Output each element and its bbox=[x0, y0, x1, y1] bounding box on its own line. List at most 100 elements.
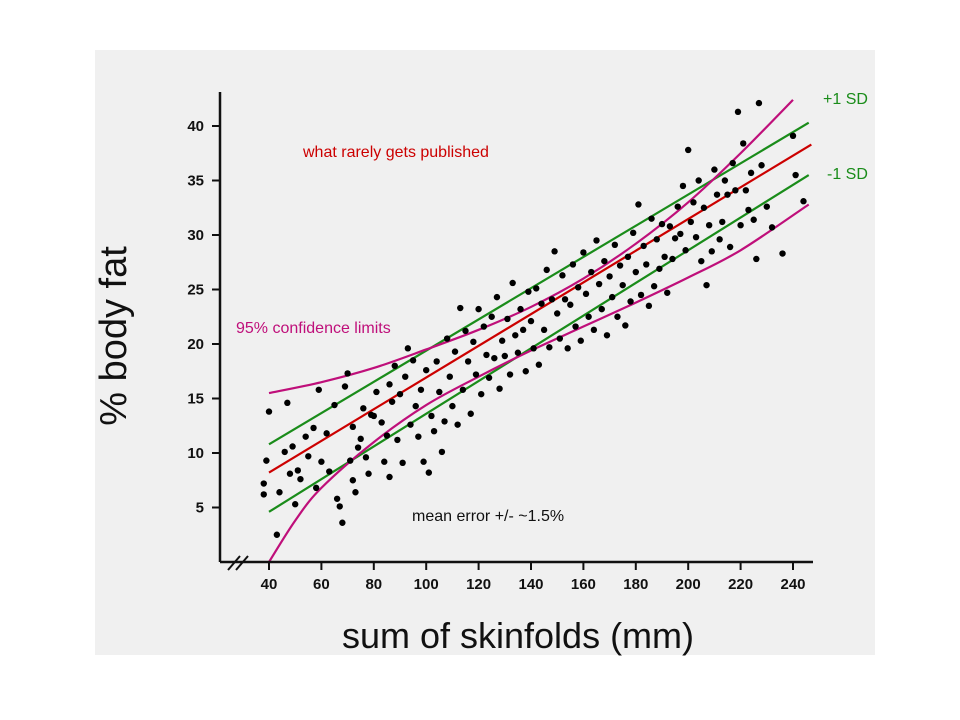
data-point bbox=[470, 338, 477, 346]
data-point bbox=[370, 412, 377, 420]
data-point bbox=[263, 457, 270, 464]
data-point bbox=[491, 354, 498, 362]
data-point bbox=[333, 495, 341, 502]
y-tick-label: 5 bbox=[196, 500, 204, 517]
data-point bbox=[310, 424, 317, 432]
data-point bbox=[614, 313, 621, 320]
data-point bbox=[569, 261, 577, 268]
data-point bbox=[527, 317, 535, 325]
data-point bbox=[341, 383, 349, 390]
data-point bbox=[365, 470, 372, 477]
data-point bbox=[653, 236, 660, 243]
data-point bbox=[289, 443, 296, 450]
data-point bbox=[260, 491, 267, 498]
data-point bbox=[498, 337, 506, 344]
data-point bbox=[433, 358, 440, 365]
axis-break-mark bbox=[227, 555, 241, 571]
data-point bbox=[747, 169, 755, 177]
data-point bbox=[386, 381, 393, 388]
data-point bbox=[595, 280, 603, 288]
data-point bbox=[383, 432, 391, 439]
data-point bbox=[687, 218, 695, 226]
data-point bbox=[331, 401, 338, 409]
data-point bbox=[664, 289, 671, 296]
data-point bbox=[779, 250, 786, 257]
data-point bbox=[737, 221, 744, 229]
data-point bbox=[472, 371, 480, 378]
data-point bbox=[493, 293, 501, 301]
data-point bbox=[394, 436, 401, 444]
data-point bbox=[352, 489, 359, 496]
annotation-mean-error: mean error +/- ~1.5% bbox=[412, 508, 564, 525]
data-point bbox=[721, 177, 729, 184]
data-point bbox=[525, 288, 532, 295]
x-tick-label: 100 bbox=[414, 576, 439, 593]
data-point bbox=[451, 348, 459, 355]
data-point bbox=[658, 220, 666, 228]
data-point bbox=[441, 418, 448, 425]
data-point bbox=[284, 399, 291, 407]
data-point bbox=[360, 405, 367, 412]
data-point bbox=[643, 261, 650, 268]
data-point bbox=[543, 266, 550, 274]
data-point bbox=[302, 433, 309, 440]
data-point bbox=[603, 332, 611, 339]
data-point bbox=[732, 187, 739, 194]
data-point bbox=[436, 388, 443, 396]
data-point bbox=[729, 159, 736, 167]
x-tick-label: 40 bbox=[261, 576, 278, 593]
data-point bbox=[690, 199, 697, 206]
data-point bbox=[538, 300, 545, 307]
data-point bbox=[467, 410, 474, 417]
data-point bbox=[622, 322, 629, 329]
data-point bbox=[574, 284, 582, 291]
data-point bbox=[464, 358, 472, 365]
data-point bbox=[404, 345, 412, 352]
data-point bbox=[577, 337, 584, 344]
data-point bbox=[485, 374, 493, 381]
data-point bbox=[276, 489, 283, 496]
data-point bbox=[585, 313, 592, 320]
data-point bbox=[619, 281, 626, 289]
data-point bbox=[265, 408, 273, 415]
axis-break-mark bbox=[235, 555, 249, 571]
data-point bbox=[357, 435, 364, 443]
data-point bbox=[483, 351, 490, 359]
data-point bbox=[417, 386, 425, 393]
data-point bbox=[504, 315, 511, 323]
data-point bbox=[601, 257, 608, 265]
data-point bbox=[572, 323, 579, 330]
data-point bbox=[700, 204, 708, 211]
data-point bbox=[530, 345, 537, 352]
data-point bbox=[564, 345, 571, 352]
data-point bbox=[423, 366, 430, 374]
data-point bbox=[606, 273, 613, 280]
data-point bbox=[336, 503, 343, 510]
data-point bbox=[645, 302, 653, 310]
data-point bbox=[611, 241, 619, 249]
data-point bbox=[519, 326, 527, 334]
data-point bbox=[590, 326, 598, 334]
data-point bbox=[533, 285, 540, 292]
data-point bbox=[286, 470, 294, 477]
data-point bbox=[381, 458, 388, 465]
regression-line bbox=[268, 143, 812, 474]
data-point bbox=[362, 454, 370, 461]
data-point bbox=[294, 467, 302, 474]
data-point bbox=[559, 272, 566, 279]
data-point bbox=[402, 373, 409, 380]
data-point bbox=[792, 171, 799, 179]
data-point bbox=[669, 255, 676, 263]
data-point bbox=[373, 388, 380, 396]
data-point bbox=[753, 255, 760, 263]
data-point bbox=[755, 99, 763, 107]
data-point bbox=[506, 371, 514, 378]
data-point bbox=[446, 373, 453, 380]
data-point bbox=[323, 430, 330, 437]
data-point bbox=[656, 265, 663, 272]
x-tick-label: 120 bbox=[466, 576, 491, 593]
x-tick-label: 180 bbox=[623, 576, 648, 593]
data-point bbox=[627, 298, 634, 305]
data-point bbox=[522, 368, 529, 375]
data-point bbox=[661, 253, 668, 260]
